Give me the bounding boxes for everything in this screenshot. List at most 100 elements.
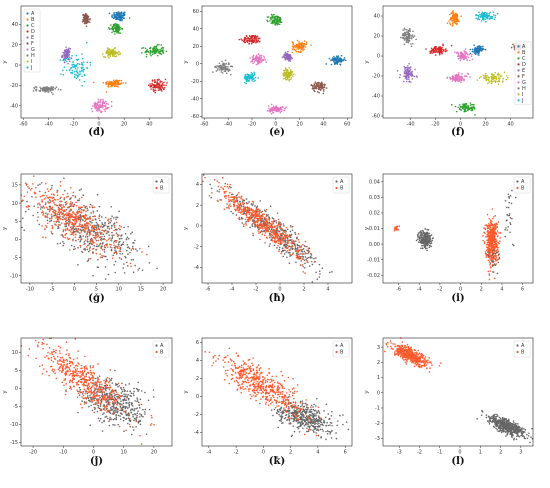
- point: [83, 243, 85, 246]
- point: [64, 234, 66, 236]
- point: [438, 50, 441, 53]
- point: [89, 224, 92, 226]
- point: [487, 79, 490, 82]
- point: [71, 202, 73, 205]
- point: [403, 72, 406, 75]
- point: [285, 68, 287, 71]
- point: [430, 47, 433, 50]
- point: [284, 241, 287, 244]
- point: [94, 238, 97, 240]
- point: [48, 220, 51, 223]
- point: [104, 110, 107, 112]
- point: [295, 261, 297, 263]
- point: [255, 41, 257, 43]
- point: [68, 217, 70, 219]
- point: [269, 20, 271, 22]
- point: [256, 226, 259, 229]
- point: [109, 53, 111, 56]
- point: [259, 54, 262, 57]
- point: [439, 47, 441, 49]
- point: [39, 86, 41, 89]
- x-tick-label: -20: [431, 122, 439, 128]
- point: [271, 234, 274, 236]
- point: [285, 251, 288, 253]
- point: [69, 198, 71, 201]
- point: [99, 101, 102, 104]
- point: [399, 36, 402, 39]
- point: [232, 196, 234, 198]
- point: [83, 216, 86, 219]
- point: [299, 51, 302, 54]
- point: [99, 236, 101, 239]
- point: [91, 224, 94, 227]
- point: [255, 217, 258, 220]
- point: [231, 200, 233, 202]
- point: [58, 203, 61, 206]
- point: [482, 74, 485, 76]
- point: [265, 215, 268, 218]
- point: [255, 59, 257, 62]
- point: [480, 76, 482, 78]
- point: [300, 47, 303, 50]
- point: [82, 66, 84, 69]
- point: [222, 68, 224, 71]
- point: [112, 82, 114, 85]
- point: [96, 243, 98, 245]
- point: [273, 16, 275, 19]
- x-tick-label: -10: [26, 287, 34, 293]
- point: [23, 229, 25, 232]
- point: [488, 18, 491, 20]
- point: [490, 15, 492, 18]
- point: [119, 19, 121, 22]
- point: [223, 190, 226, 193]
- point: [480, 20, 483, 22]
- point: [136, 250, 138, 252]
- point: [292, 241, 295, 243]
- point: [50, 232, 53, 235]
- point: [324, 83, 326, 86]
- point: [301, 42, 304, 44]
- point: [78, 189, 81, 191]
- point: [217, 185, 220, 188]
- point: [95, 229, 98, 231]
- point: [99, 253, 101, 255]
- point: [130, 258, 133, 261]
- point: [52, 88, 54, 91]
- point: [74, 220, 76, 222]
- point: [408, 35, 411, 37]
- point: [250, 61, 252, 63]
- point: [281, 108, 283, 111]
- point: [70, 197, 73, 199]
- point: [474, 50, 476, 53]
- point: [63, 177, 65, 180]
- point: [466, 52, 468, 55]
- point: [63, 242, 65, 245]
- point: [283, 230, 286, 233]
- point: [285, 106, 287, 109]
- point: [237, 209, 240, 212]
- point: [92, 229, 95, 232]
- point: [304, 252, 307, 254]
- point: [80, 188, 83, 190]
- point: [71, 223, 73, 226]
- point: [63, 197, 66, 199]
- point: [83, 214, 85, 217]
- point: [47, 88, 50, 91]
- point: [284, 107, 286, 110]
- point: [451, 80, 454, 82]
- points-g: [20, 175, 158, 280]
- point: [83, 22, 86, 25]
- point: [113, 244, 115, 247]
- point: [461, 73, 463, 75]
- point: [306, 261, 309, 264]
- point: [456, 13, 458, 16]
- point: [68, 47, 70, 49]
- point: [267, 16, 270, 18]
- point: [271, 110, 274, 112]
- point: [210, 196, 213, 199]
- point: [298, 245, 301, 248]
- point: [117, 30, 119, 33]
- point: [82, 226, 85, 228]
- point: [251, 60, 254, 63]
